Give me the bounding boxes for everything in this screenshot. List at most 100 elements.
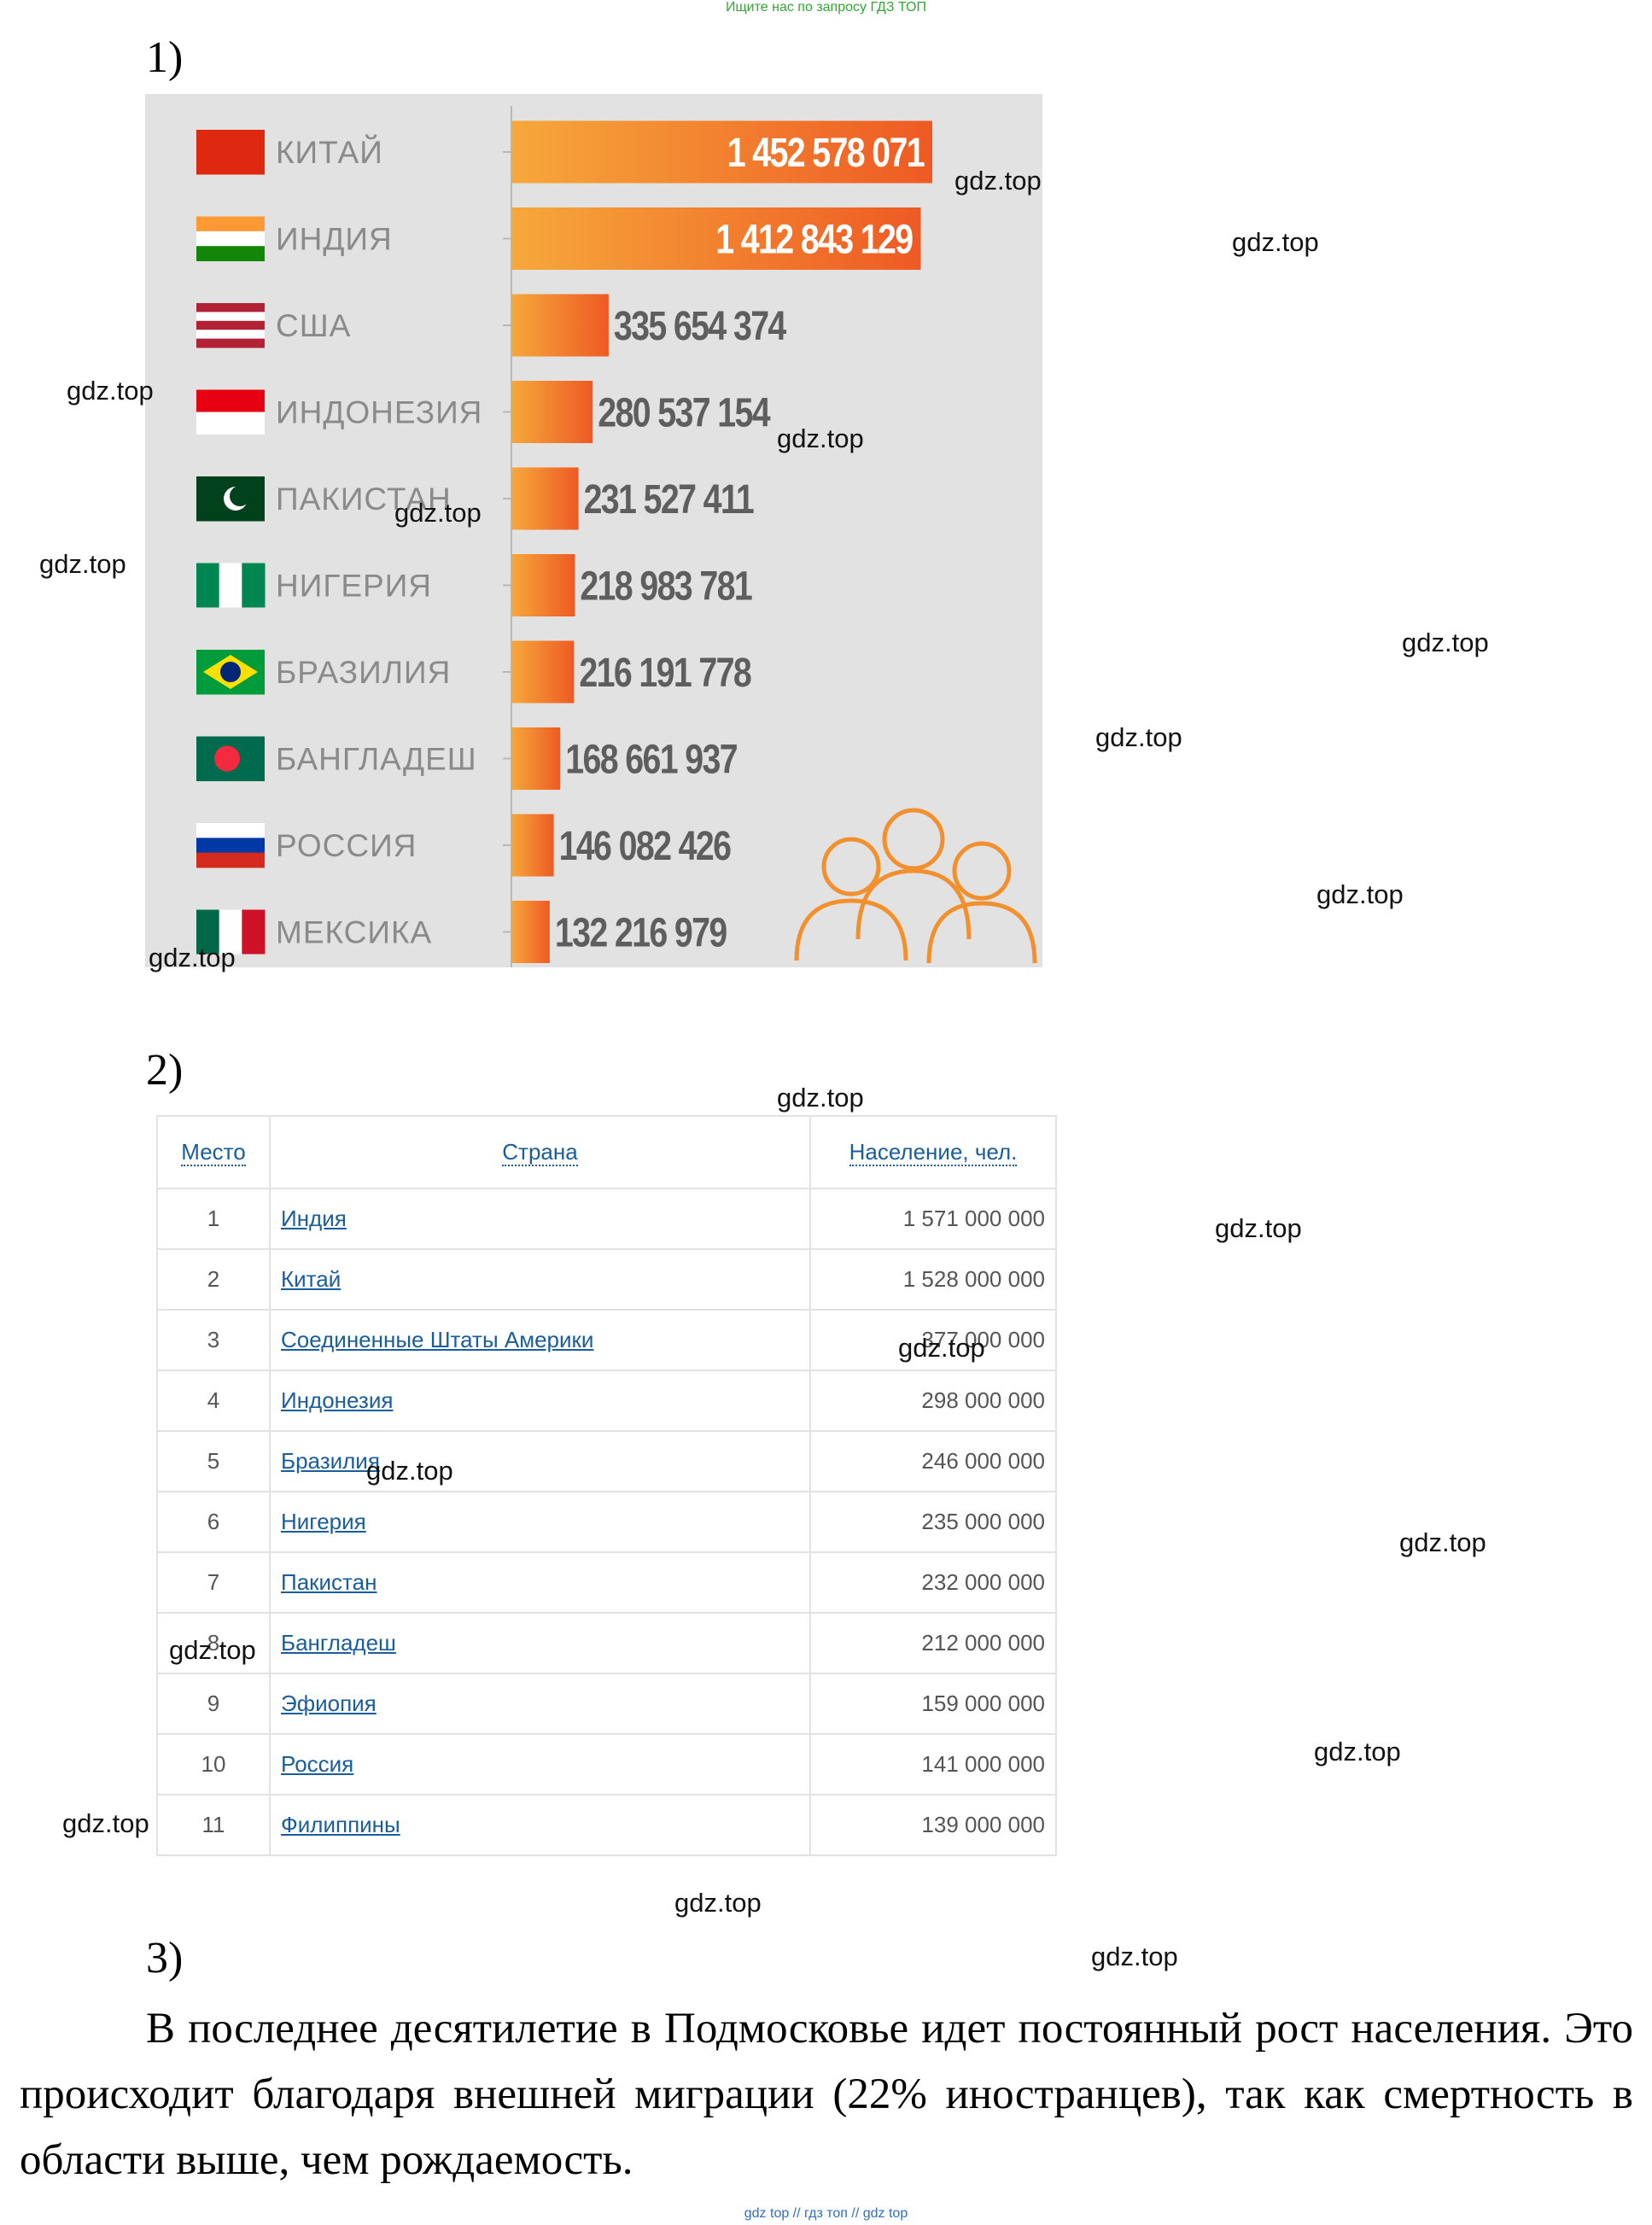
section-label: 2) (146, 1046, 184, 1095)
population-cell: 159 000 000 (809, 1673, 1057, 1735)
value-label: 280 537 154 (598, 390, 771, 436)
country-cell: Нигерия (269, 1491, 811, 1553)
flag-stripe (196, 130, 265, 175)
population-cell: 298 000 000 (809, 1369, 1057, 1432)
value-label: 335 654 374 (614, 303, 787, 349)
country-link[interactable]: Филиппины (281, 1812, 400, 1837)
country-link[interactable]: Китай (281, 1266, 341, 1292)
country-link[interactable]: Индонезия (281, 1387, 394, 1413)
country-link[interactable]: Россия (281, 1751, 354, 1777)
country-cell: Эфиопия (269, 1673, 811, 1735)
rank-cell: 4 (156, 1369, 271, 1432)
watermark: gdz.top (149, 943, 236, 972)
flag (196, 476, 265, 522)
value-label: 146 082 426 (559, 823, 731, 869)
flag-stripe (196, 852, 265, 868)
flag-stripe (196, 303, 265, 312)
table-row: 9 Эфиопия 159 000 000 (156, 1673, 1057, 1735)
flag-stripe (214, 745, 240, 772)
watermark: gdz.top (1215, 1213, 1302, 1243)
country-cell: Китай (269, 1248, 811, 1311)
flag-stripe (196, 389, 265, 412)
watermark: gdz.top (1314, 1737, 1401, 1767)
rank-cell: 3 (156, 1309, 271, 1371)
watermark: gdz.top (898, 1333, 985, 1363)
rank-cell: 8 (156, 1612, 271, 1674)
country-link[interactable]: Индия (281, 1206, 347, 1231)
banner: Ищите нас по запросу ГДЗ ТОП (726, 0, 926, 15)
population-cell: 377 000 000 (809, 1309, 1057, 1371)
header-cell: Место (156, 1115, 271, 1189)
bar (511, 554, 575, 616)
bar (511, 814, 554, 877)
flag-stripe (196, 330, 265, 340)
table-row: 1 Индия 1 571 000 000 (156, 1188, 1057, 1250)
population-cell: 141 000 000 (809, 1733, 1057, 1796)
flag-stripe (196, 312, 265, 322)
country-link[interactable]: Бразилия (281, 1448, 380, 1474)
category-label: США (276, 308, 351, 343)
watermark: gdz.top (62, 1808, 149, 1838)
population-cell: 1 571 000 000 (809, 1188, 1057, 1250)
value-label: 132 216 979 (555, 910, 727, 956)
table-row: 10 Россия 141 000 000 (156, 1733, 1057, 1796)
category-label: ИНДИЯ (276, 222, 393, 257)
rank-cell: 9 (156, 1673, 271, 1735)
flag-stripe (220, 662, 241, 682)
header-cell: Страна (269, 1115, 811, 1189)
watermark: gdz.top (169, 1635, 256, 1665)
table-row: 4 Индонезия 298 000 000 (156, 1369, 1057, 1432)
rank-cell: 10 (156, 1733, 271, 1796)
flag (196, 736, 265, 781)
country-link[interactable]: Бангладеш (281, 1630, 396, 1656)
watermark: gdz.top (777, 1083, 864, 1112)
flag-stripe (196, 231, 265, 247)
watermark: gdz.top (1399, 1527, 1486, 1557)
population-cell: 212 000 000 (809, 1612, 1057, 1674)
country-cell: Пакистан (269, 1551, 811, 1614)
country-link[interactable]: Соединенные Штаты Америки (281, 1327, 594, 1352)
watermark: gdz.top (674, 1888, 762, 1918)
value-label: 218 983 781 (580, 564, 752, 610)
flag (196, 216, 265, 261)
section-label: 3) (146, 1934, 184, 1983)
country-cell: Соединенные Штаты Америки (269, 1309, 811, 1371)
value-label: 1 412 843 129 (715, 217, 913, 263)
country-cell: Бразилия (269, 1430, 811, 1492)
watermark: gdz.top (1232, 227, 1319, 257)
flag (196, 563, 266, 608)
flag-stripe (196, 909, 220, 955)
table-row: 6 Нигерия 235 000 000 (156, 1491, 1057, 1553)
flag-stripe (196, 338, 265, 348)
watermark: gdz.top (1316, 879, 1404, 909)
flag (196, 130, 265, 175)
watermark: gdz.top (954, 166, 1042, 196)
watermark: gdz.top (1095, 722, 1182, 752)
people-icon (794, 808, 1037, 964)
flag-stripe (196, 823, 265, 838)
flag-stripe (196, 246, 265, 261)
flag-stripe (196, 563, 220, 608)
table-row: 5 Бразилия 246 000 000 (156, 1430, 1057, 1492)
rank-cell: 1 (156, 1188, 271, 1250)
bar (511, 381, 593, 443)
header-row: Место Страна Население, чел. (156, 1115, 1057, 1189)
bar (511, 901, 550, 963)
rank-cell: 7 (156, 1551, 271, 1614)
table: Место Страна Население, чел. 1 Индия 1 571… (156, 1115, 1057, 1856)
country-link[interactable]: Нигерия (281, 1509, 366, 1534)
table-row: 2 Китай 1 528 000 000 (156, 1248, 1057, 1311)
flag (196, 909, 266, 955)
category-label: НИГЕРИЯ (276, 569, 432, 604)
country-link[interactable]: Эфиопия (281, 1691, 377, 1716)
bar (511, 467, 579, 530)
value-label: 231 527 411 (584, 476, 755, 523)
watermark: gdz.top (777, 423, 864, 453)
population-cell: 232 000 000 (809, 1551, 1057, 1614)
category-label: РОССИЯ (276, 828, 417, 863)
flag-stripe (196, 320, 265, 330)
watermark: gdz.top (67, 376, 154, 406)
bar (511, 640, 575, 704)
country-link[interactable]: Пакистан (281, 1569, 377, 1595)
